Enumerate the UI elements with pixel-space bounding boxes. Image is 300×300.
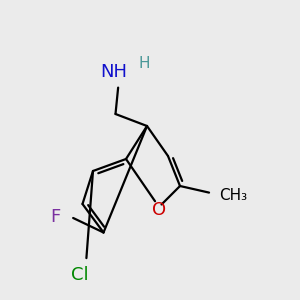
Text: Cl: Cl: [71, 266, 88, 284]
Text: F: F: [50, 208, 61, 226]
Text: H: H: [138, 56, 150, 70]
Text: NH: NH: [100, 63, 127, 81]
Text: O: O: [152, 201, 166, 219]
Text: CH₃: CH₃: [219, 188, 247, 202]
